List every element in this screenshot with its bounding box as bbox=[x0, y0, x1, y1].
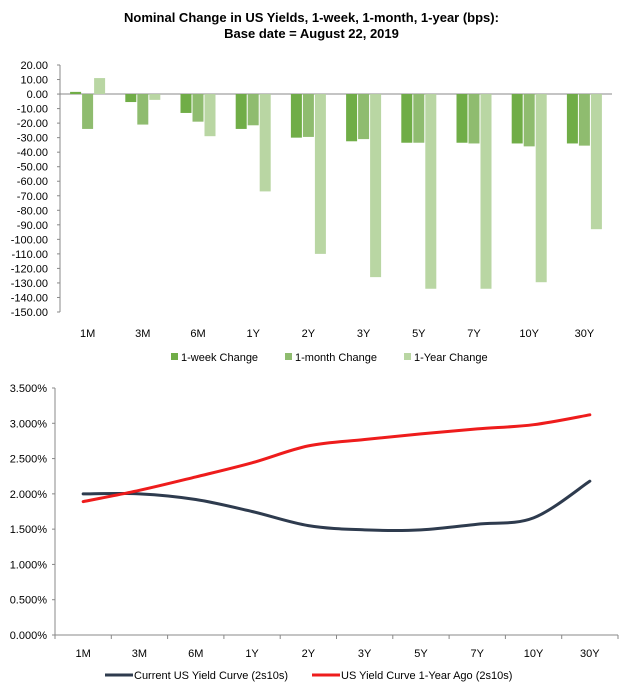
x-tick-label: 7Y bbox=[467, 328, 481, 340]
y-tick-label: -120.00 bbox=[11, 263, 48, 275]
y-tick-label: 0.500% bbox=[10, 595, 48, 607]
legend-label: Current US Yield Curve (2s10s) bbox=[134, 670, 288, 682]
x-tick-label: 10Y bbox=[524, 648, 544, 660]
x-tick-label: 1Y bbox=[245, 648, 259, 660]
bar-1 bbox=[566, 94, 578, 144]
x-tick-label: 1Y bbox=[246, 328, 260, 340]
x-tick-label: 7Y bbox=[471, 648, 485, 660]
bar-2 bbox=[302, 94, 314, 137]
legend-swatch bbox=[285, 353, 292, 360]
bar-2 bbox=[358, 94, 370, 140]
x-tick-label: 30Y bbox=[575, 328, 595, 340]
legend-label: 1-Year Change bbox=[414, 352, 488, 364]
bar-2 bbox=[247, 94, 259, 126]
bar-2 bbox=[82, 94, 94, 129]
x-tick-label: 3M bbox=[132, 648, 147, 660]
bar-2 bbox=[413, 94, 425, 143]
bar-2 bbox=[523, 94, 535, 147]
y-tick-label: 10.00 bbox=[20, 75, 48, 87]
x-tick-label: 1M bbox=[80, 328, 95, 340]
chart-title: Nominal Change in US Yields, 1-week, 1-m… bbox=[124, 10, 499, 25]
legend-label: 1-month Change bbox=[295, 352, 377, 364]
bar-1 bbox=[125, 94, 137, 103]
y-tick-label: 1.000% bbox=[10, 559, 48, 571]
line-series-2 bbox=[81, 413, 592, 504]
y-tick-label: -30.00 bbox=[17, 133, 48, 145]
y-tick-label: 3.000% bbox=[10, 418, 48, 430]
bar-3 bbox=[480, 94, 492, 289]
y-tick-label: -100.00 bbox=[11, 234, 48, 246]
bar-2 bbox=[192, 94, 204, 122]
x-tick-label: 3Y bbox=[357, 328, 371, 340]
bar-1 bbox=[180, 94, 192, 113]
bar-3 bbox=[590, 94, 602, 230]
legend-swatch bbox=[404, 353, 411, 360]
y-tick-label: -80.00 bbox=[17, 205, 48, 217]
bar-3 bbox=[149, 94, 161, 100]
bar-1 bbox=[235, 94, 247, 129]
y-tick-label: 1.500% bbox=[10, 524, 48, 536]
x-tick-label: 5Y bbox=[412, 328, 426, 340]
bar-chart: 20.00 10.00 0.00 -10.00 -20.00 -30.00 -40.00 -5… bbox=[11, 60, 612, 364]
x-tick-label: 2Y bbox=[302, 328, 316, 340]
bar-3 bbox=[535, 94, 547, 283]
y-tick-label: -150.00 bbox=[11, 307, 48, 319]
y-tick-label: -20.00 bbox=[17, 118, 48, 130]
y-tick-label: -140.00 bbox=[11, 292, 48, 304]
x-tick-label: 6M bbox=[190, 328, 205, 340]
bar-1 bbox=[401, 94, 413, 143]
bar-2 bbox=[137, 94, 149, 125]
y-tick-label: 2.000% bbox=[10, 489, 48, 501]
bar-2 bbox=[468, 94, 480, 144]
legend-label: 1-week Change bbox=[181, 352, 258, 364]
y-tick-label: -90.00 bbox=[17, 220, 48, 232]
chart-subtitle: Base date = August 22, 2019 bbox=[224, 26, 399, 41]
legend-swatch bbox=[171, 353, 178, 360]
y-tick-label: 3.500% bbox=[10, 383, 48, 395]
bar-1 bbox=[511, 94, 523, 144]
bar-3 bbox=[204, 94, 216, 137]
line-series-1 bbox=[81, 479, 592, 532]
x-tick-label: 5Y bbox=[414, 648, 428, 660]
bar-3 bbox=[259, 94, 271, 192]
bar-1 bbox=[70, 91, 82, 95]
y-tick-label: -40.00 bbox=[17, 147, 48, 159]
y-tick-label: -110.00 bbox=[12, 249, 49, 261]
x-tick-label: 3M bbox=[135, 328, 150, 340]
y-tick-label: 20.00 bbox=[20, 60, 48, 72]
x-tick-label: 30Y bbox=[580, 648, 600, 660]
x-tick-label: 1M bbox=[76, 648, 91, 660]
y-tick-label: -10.00 bbox=[17, 104, 48, 116]
y-tick-label: 2.500% bbox=[10, 454, 48, 466]
x-tick-label: 3Y bbox=[358, 648, 372, 660]
bar-3 bbox=[370, 94, 382, 278]
x-tick-label: 10Y bbox=[519, 328, 539, 340]
bar-3 bbox=[94, 78, 106, 95]
bar-2 bbox=[578, 94, 590, 146]
x-tick-label: 6M bbox=[188, 648, 203, 660]
y-tick-label: -50.00 bbox=[17, 162, 48, 174]
bar-1 bbox=[346, 94, 358, 142]
y-tick-label: 0.00 bbox=[27, 89, 48, 101]
bar-1 bbox=[456, 94, 468, 143]
legend-label: US Yield Curve 1-Year Ago (2s10s) bbox=[341, 670, 512, 682]
y-tick-label: -130.00 bbox=[11, 278, 48, 290]
bar-1 bbox=[290, 94, 302, 138]
y-tick-label: 0.000% bbox=[10, 630, 48, 642]
y-tick-label: -70.00 bbox=[17, 191, 48, 203]
y-tick-label: -60.00 bbox=[17, 176, 48, 188]
bar-3 bbox=[314, 94, 326, 254]
x-tick-label: 2Y bbox=[302, 648, 316, 660]
bar-3 bbox=[425, 94, 437, 289]
